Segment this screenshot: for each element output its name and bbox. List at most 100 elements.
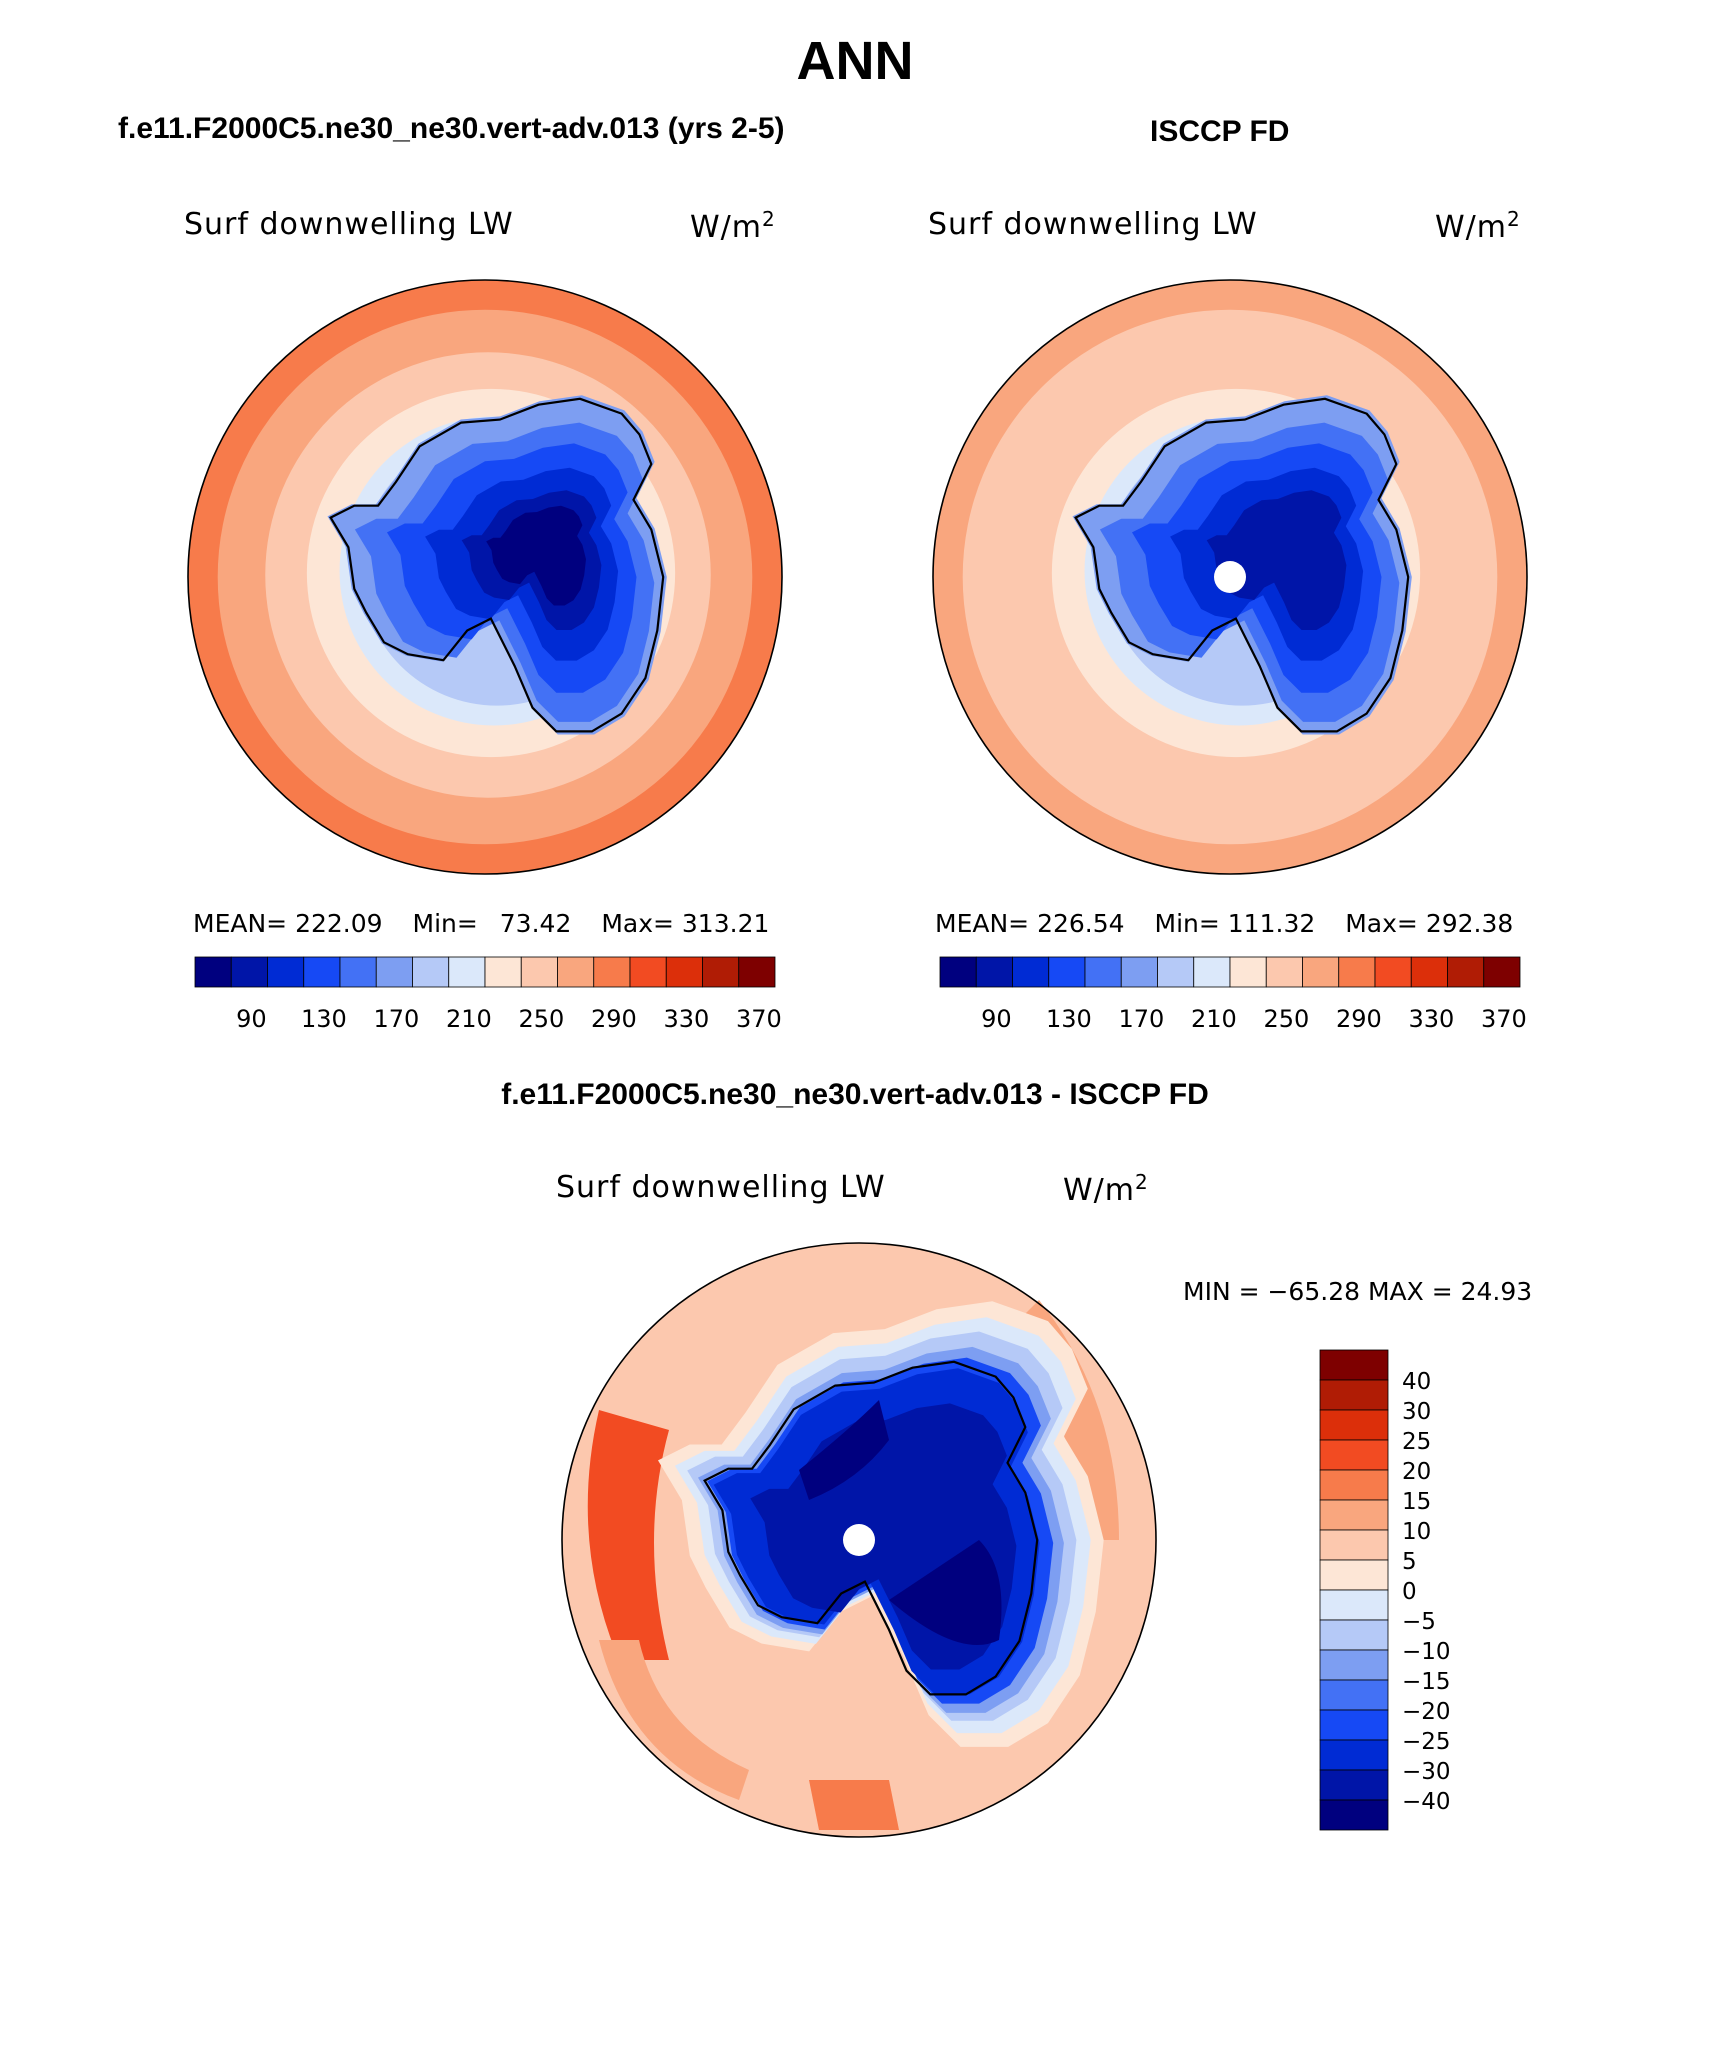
- diff-colorbar-swatch: [1319, 1799, 1389, 1831]
- obs-colorbar-tick-label: 250: [1263, 1005, 1309, 1033]
- obs-colorbar-swatch: [1483, 956, 1521, 988]
- diff-colorbar-tick-label: 0: [1402, 1579, 1417, 1605]
- diff-map-coastline: [703, 1360, 1039, 1696]
- model-colorbar: 90 130 170 210 250 290 330 370: [194, 956, 782, 1033]
- diff-colorbar-tick-label: −10: [1402, 1639, 1451, 1665]
- obs-colorbar-tick-label: 330: [1408, 1005, 1454, 1033]
- diff-colorbar-tick-label: −30: [1402, 1759, 1451, 1785]
- model-colorbar-swatch: [702, 956, 740, 988]
- obs-units-label: W/m2: [1435, 207, 1521, 245]
- model-colorbar-tick-label: 330: [663, 1005, 709, 1033]
- obs-map-contour-band: [1206, 490, 1347, 630]
- model-colorbar-tick-label: 210: [446, 1005, 492, 1033]
- diff-colorbar-swatch: [1319, 1499, 1389, 1531]
- obs-colorbar-swatch: [1120, 956, 1158, 988]
- obs-colorbar-swatch: [1302, 956, 1340, 988]
- obs-colorbar-swatch: [1012, 956, 1050, 988]
- obs-map-coastline: [1074, 397, 1410, 733]
- model-colorbar-swatch: [665, 956, 703, 988]
- model-colorbar-tick-label: 170: [373, 1005, 419, 1033]
- diff-colorbar-swatch: [1319, 1739, 1389, 1771]
- obs-colorbar-swatch: [1447, 956, 1485, 988]
- model-mean-value: 222.09: [295, 909, 383, 938]
- obs-min-value: 111.32: [1227, 909, 1316, 938]
- diff-colorbar-tick-label: 15: [1402, 1489, 1431, 1515]
- diff-colorbar-swatch: [1319, 1649, 1389, 1681]
- diff-colorbar-tick-label: −40: [1402, 1789, 1451, 1815]
- model-map-coastline: [329, 397, 665, 733]
- model-colorbar-swatch: [520, 956, 558, 988]
- obs-map-boundary: [932, 279, 1528, 875]
- model-map-boundary: [187, 279, 783, 875]
- model-colorbar-tick-label: 370: [736, 1005, 782, 1033]
- diff-colorbar-swatch: [1319, 1559, 1389, 1591]
- obs-colorbar-swatch: [1338, 956, 1376, 988]
- model-colorbar-swatch: [557, 956, 595, 988]
- obs-colorbar-tick-label: 290: [1336, 1005, 1382, 1033]
- diff-minmax-text: MIN = −65.28 MAX = 24.93: [1183, 1277, 1533, 1306]
- model-colorbar-swatch: [448, 956, 486, 988]
- diff-map-boundary: [561, 1242, 1157, 1838]
- obs-colorbar-swatch: [939, 956, 977, 988]
- diff-map-contour-band: [599, 1640, 749, 1800]
- model-colorbar-swatch: [230, 956, 268, 988]
- diff-colorbar-tick-label: −15: [1402, 1669, 1451, 1695]
- diff-colorbar-swatch: [1319, 1769, 1389, 1801]
- model-max-value: 313.21: [681, 909, 770, 938]
- diff-colorbar-swatch: [1319, 1529, 1389, 1561]
- diff-colorbar-swatch: [1319, 1439, 1389, 1471]
- obs-min-label: Min=: [1154, 909, 1220, 938]
- diff-colorbar-swatch: [1319, 1349, 1389, 1381]
- model-max-label: Max=: [601, 909, 674, 938]
- diff-colorbar-tick-label: 40: [1402, 1369, 1431, 1395]
- model-colorbar-swatch: [267, 956, 305, 988]
- obs-colorbar-tick-label: 130: [1046, 1005, 1092, 1033]
- obs-colorbar-swatch: [1084, 956, 1122, 988]
- model-variable-label: Surf downwelling LW: [184, 207, 514, 242]
- model-colorbar-swatch: [484, 956, 522, 988]
- obs-colorbar-tick-label: 90: [981, 1005, 1012, 1033]
- diff-polar-map: [561, 1242, 1157, 1838]
- diff-map-contour-band: [889, 1540, 1002, 1645]
- diff-colorbar-swatch: [1319, 1469, 1389, 1501]
- model-stats: MEAN= 222.09 Min= 73.42 Max= 313.21: [193, 909, 769, 938]
- obs-max-label: Max=: [1345, 909, 1418, 938]
- model-colorbar-swatch: [738, 956, 776, 988]
- diff-map-contour-band: [587, 1410, 669, 1660]
- diff-colorbar-tick-label: −5: [1402, 1609, 1436, 1635]
- model-colorbar-swatch: [593, 956, 631, 988]
- model-min-value: 73.42: [499, 909, 572, 938]
- model-colorbar-tick-label: 250: [518, 1005, 564, 1033]
- diff-units-label: W/m2: [1063, 1170, 1149, 1208]
- obs-colorbar-swatch: [1265, 956, 1303, 988]
- model-min-label: Min=: [412, 909, 478, 938]
- obs-mean-value: 226.54: [1037, 909, 1125, 938]
- diff-colorbar-swatch: [1319, 1709, 1389, 1741]
- figure-title: ANN: [796, 31, 914, 91]
- model-colorbar-swatch: [303, 956, 341, 988]
- model-colorbar-swatch: [339, 956, 377, 988]
- model-polar-map: [187, 279, 783, 875]
- model-case-title: f.e11.F2000C5.ne30_ne30.vert-adv.013 (yr…: [118, 112, 785, 145]
- obs-colorbar-swatch: [1410, 956, 1448, 988]
- diff-map-contour-band: [809, 1780, 899, 1830]
- model-colorbar-swatch: [629, 956, 667, 988]
- diff-colorbar-tick-label: 30: [1402, 1399, 1431, 1425]
- obs-mean-label: MEAN=: [935, 909, 1030, 938]
- diff-case-title: f.e11.F2000C5.ne30_ne30.vert-adv.013 - I…: [501, 1078, 1209, 1111]
- model-units-label: W/m2: [690, 207, 776, 245]
- diff-colorbar-swatch: [1319, 1589, 1389, 1621]
- obs-variable-label: Surf downwelling LW: [928, 207, 1258, 242]
- obs-colorbar-swatch: [1193, 956, 1231, 988]
- model-colorbar-tick-label: 130: [301, 1005, 347, 1033]
- diff-colorbar-tick-label: 25: [1402, 1429, 1431, 1455]
- obs-polar-map: [932, 279, 1528, 875]
- obs-colorbar-tick-label: 210: [1191, 1005, 1237, 1033]
- diff-colorbar-tick-label: −20: [1402, 1699, 1451, 1725]
- diff-map-contour-band: [799, 1400, 889, 1500]
- diff-colorbar-tick-label: 20: [1402, 1459, 1431, 1485]
- obs-colorbar-tick-label: 370: [1481, 1005, 1527, 1033]
- model-colorbar-swatch: [375, 956, 413, 988]
- diff-colorbar-tick-label: 5: [1402, 1549, 1417, 1575]
- model-colorbar-tick-label: 290: [591, 1005, 637, 1033]
